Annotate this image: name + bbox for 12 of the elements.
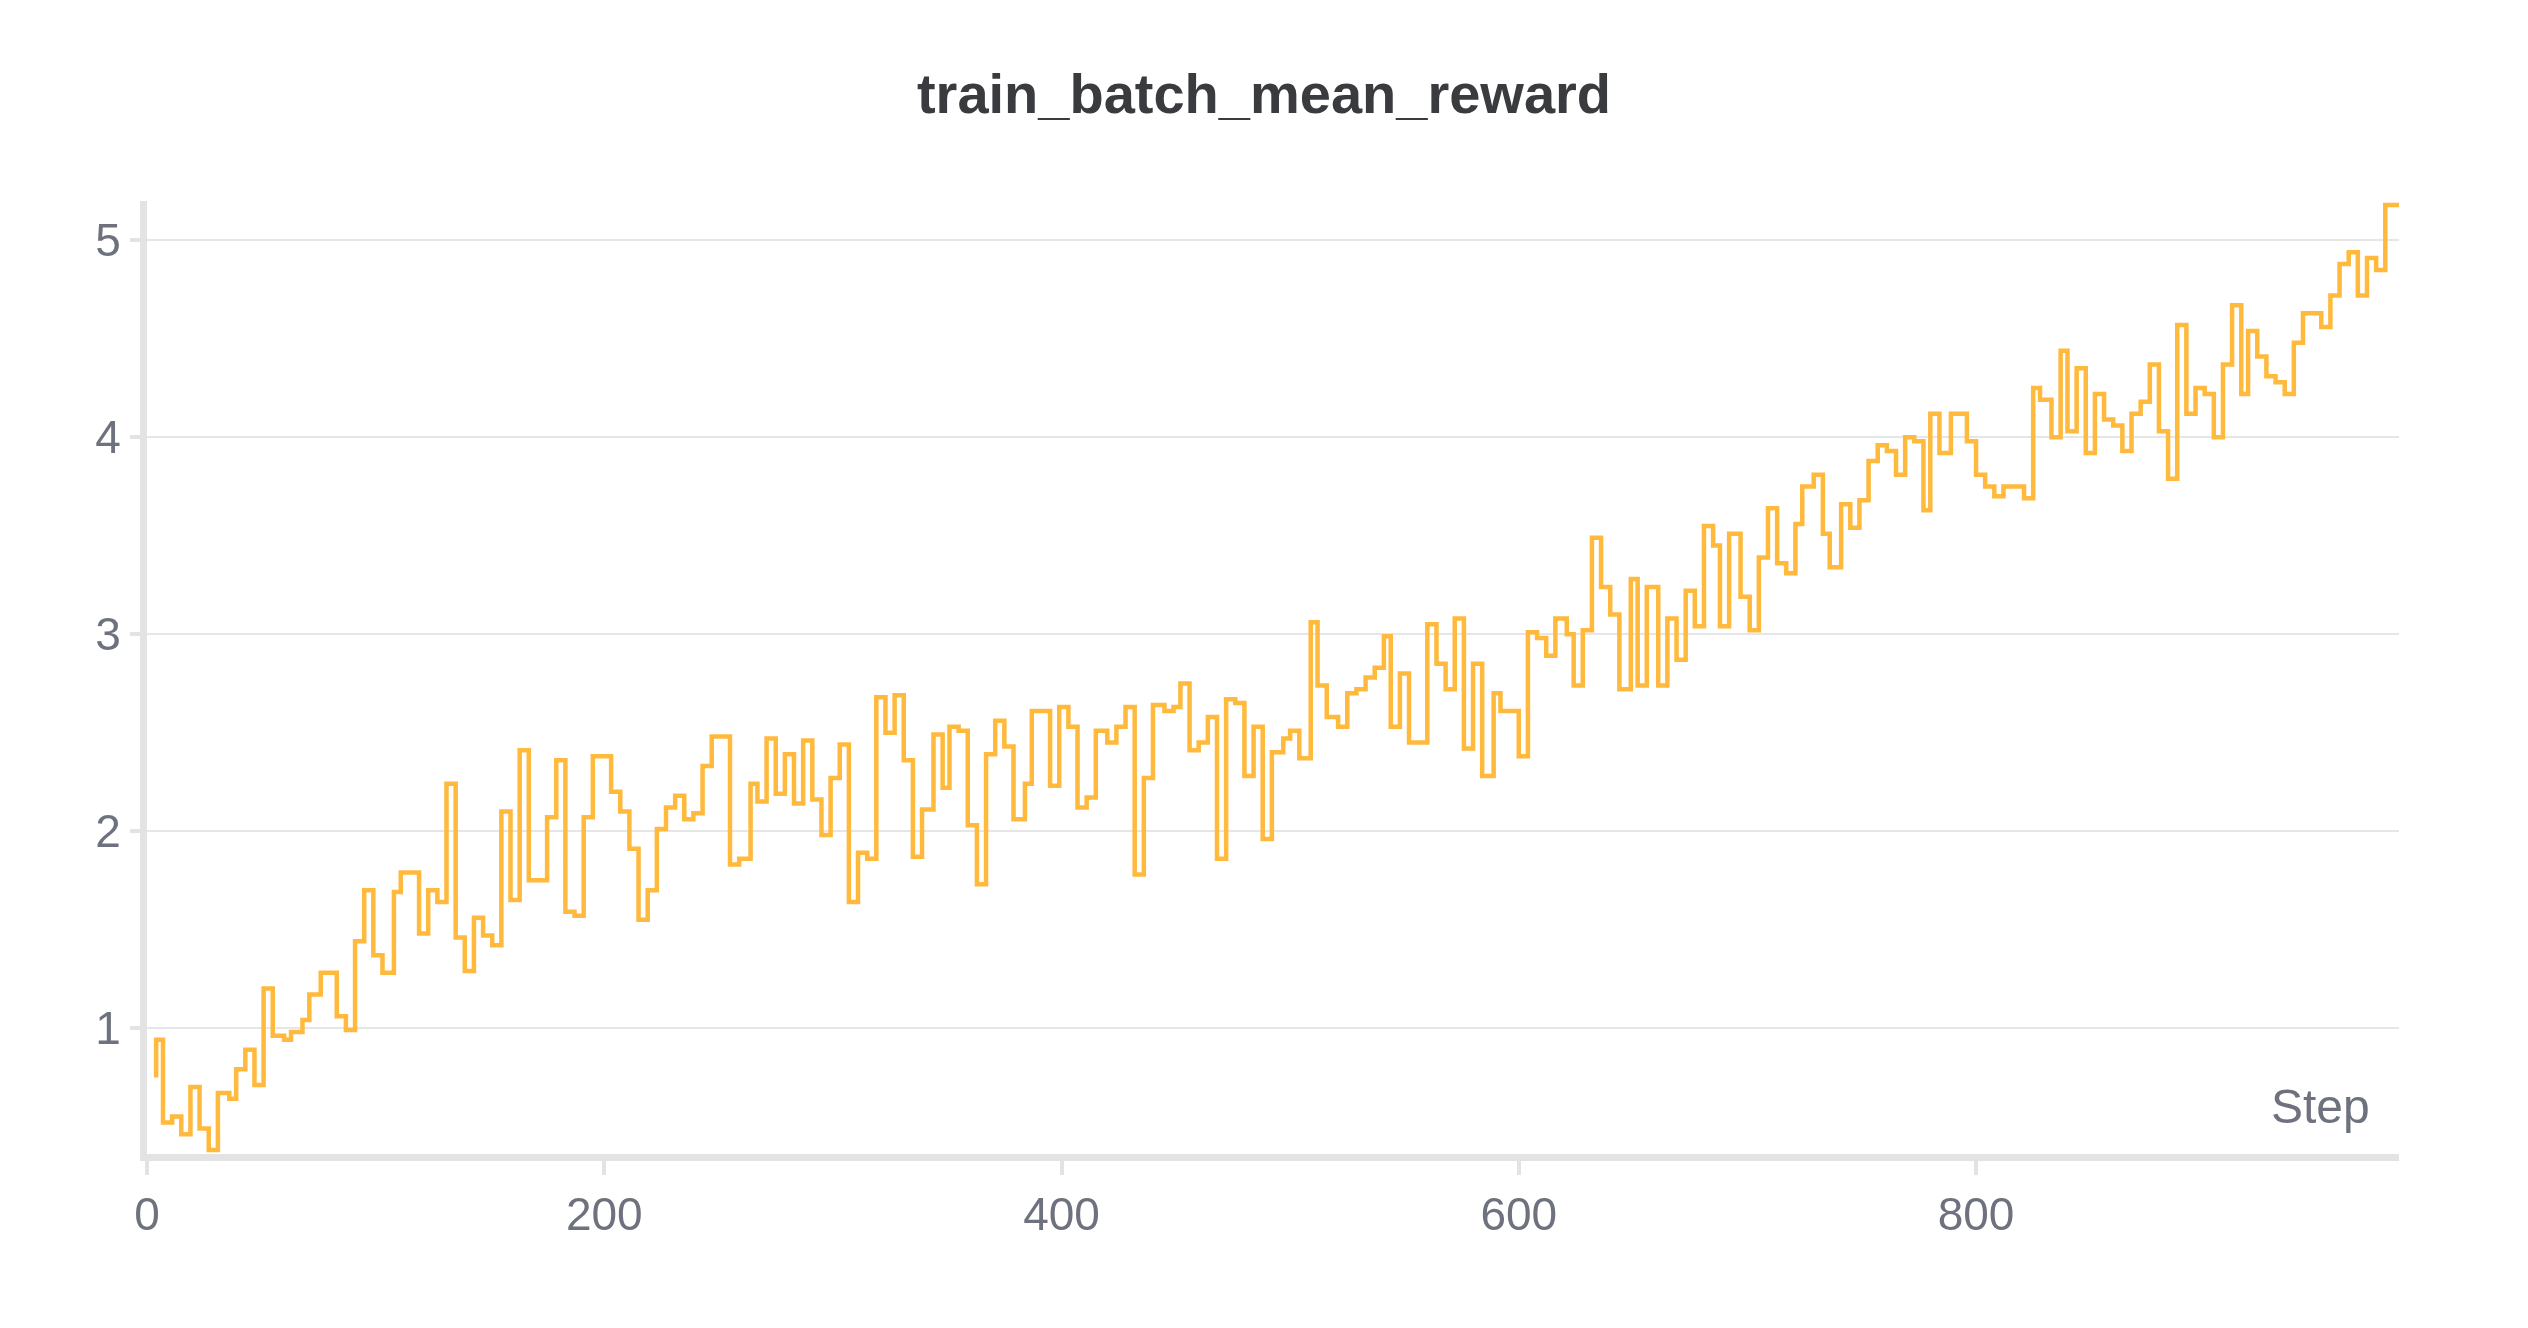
x-tick-label: 600 <box>1480 1188 1558 1241</box>
x-tick-label: 400 <box>1023 1188 1100 1241</box>
y-tick-label: 5 <box>95 214 121 267</box>
x-tick-label: 800 <box>1937 1188 2015 1241</box>
y-tick-label: 2 <box>95 805 121 858</box>
y-tick-label: 4 <box>95 411 121 464</box>
y-tick-label: 3 <box>95 608 121 661</box>
y-tick-label: 1 <box>95 1002 121 1055</box>
x-axis-title: Step <box>2271 1080 2370 1133</box>
chart-title: train_batch_mean_reward <box>916 61 1612 125</box>
x-tick-label: 0 <box>134 1188 160 1241</box>
x-tick-label: 200 <box>565 1188 643 1241</box>
